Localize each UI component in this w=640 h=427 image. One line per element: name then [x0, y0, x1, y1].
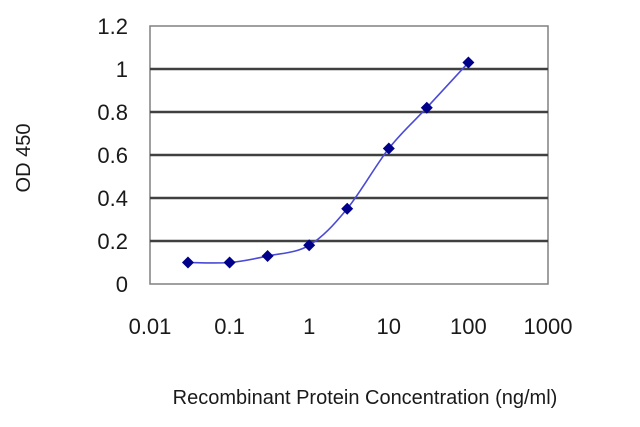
y-tick-label: 0.8	[97, 100, 128, 125]
data-point	[223, 256, 236, 269]
y-tick-label: 0.6	[97, 143, 128, 168]
data-point	[303, 239, 316, 252]
x-tick-label: 100	[450, 314, 487, 339]
y-axis-title: OD 450	[13, 124, 35, 193]
data-point	[420, 101, 433, 114]
x-tick-label: 0.01	[129, 314, 172, 339]
y-tick-label: 0.4	[97, 186, 128, 211]
y-axis-ticks: 0 0.2 0.4 0.6 0.8 1 1.2	[97, 14, 128, 297]
y-tick-label: 0	[116, 272, 128, 297]
x-tick-label: 0.1	[214, 314, 245, 339]
x-tick-label: 1	[303, 314, 315, 339]
y-tick-label: 1	[116, 57, 128, 82]
gridlines	[150, 67, 548, 243]
x-tick-label: 10	[377, 314, 401, 339]
data-point	[181, 256, 194, 269]
x-axis-title: Recombinant Protein Concentration (ng/ml…	[173, 387, 558, 409]
x-tick-label: 1000	[524, 314, 573, 339]
data-point	[462, 56, 475, 69]
x-axis-ticks: 0.01 0.1 1 10 100 1000	[129, 314, 573, 339]
data-point	[382, 142, 395, 155]
data-points	[181, 56, 475, 269]
data-point	[261, 250, 274, 263]
y-tick-label: 0.2	[97, 229, 128, 254]
data-point	[341, 202, 354, 215]
y-tick-label: 1.2	[97, 14, 128, 39]
